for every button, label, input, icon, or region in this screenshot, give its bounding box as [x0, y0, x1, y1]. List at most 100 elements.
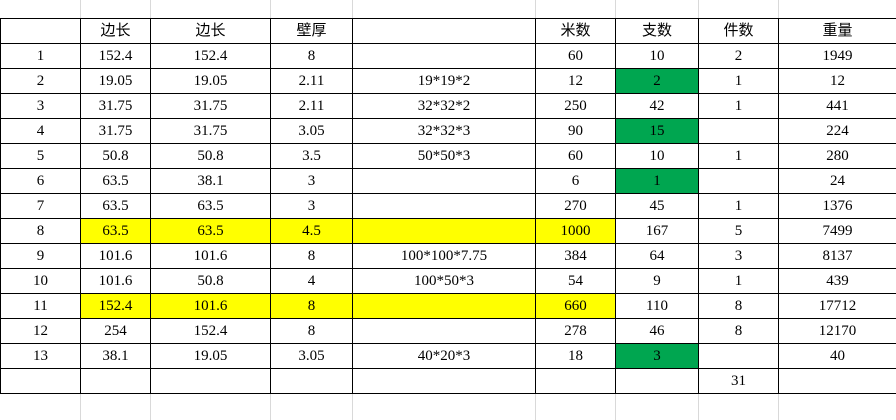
table-cell[interactable]: 1376 — [779, 194, 896, 219]
table-cell[interactable]: 60 — [536, 144, 616, 169]
row-index-cell[interactable]: 11 — [1, 294, 81, 319]
table-cell[interactable] — [353, 219, 536, 244]
table-cell[interactable]: 15 — [616, 119, 699, 144]
table-cell[interactable]: 9 — [616, 269, 699, 294]
table-cell[interactable]: 10 — [616, 44, 699, 69]
table-cell[interactable]: 101.6 — [81, 244, 151, 269]
table-cell[interactable]: 1 — [616, 169, 699, 194]
table-cell[interactable]: 101.6 — [151, 294, 271, 319]
table-cell[interactable]: 46 — [616, 319, 699, 344]
table-cell[interactable]: 1 — [699, 94, 779, 119]
table-cell[interactable]: 1 — [699, 69, 779, 94]
row-index-cell[interactable]: 4 — [1, 119, 81, 144]
table-cell[interactable]: 152.4 — [151, 44, 271, 69]
table-cell[interactable]: 8 — [271, 319, 353, 344]
column-header-blank-4[interactable] — [353, 19, 536, 44]
table-cell[interactable]: 40*20*3 — [353, 344, 536, 369]
table-cell[interactable]: 31.75 — [81, 119, 151, 144]
table-cell[interactable]: 8 — [271, 44, 353, 69]
column-header-3[interactable]: 壁厚 — [271, 19, 353, 44]
table-cell[interactable]: 45 — [616, 194, 699, 219]
row-index-cell[interactable]: 7 — [1, 194, 81, 219]
table-cell[interactable]: 64 — [616, 244, 699, 269]
table-cell[interactable]: 8 — [699, 319, 779, 344]
table-cell[interactable]: 63.5 — [81, 194, 151, 219]
table-cell[interactable]: 12 — [536, 69, 616, 94]
table-cell[interactable]: 3 — [271, 194, 353, 219]
column-header-6[interactable]: 支数 — [616, 19, 699, 44]
table-cell[interactable]: 2 — [616, 69, 699, 94]
table-cell[interactable]: 278 — [536, 319, 616, 344]
column-header-7[interactable]: 件数 — [699, 19, 779, 44]
table-cell[interactable]: 19*19*2 — [353, 69, 536, 94]
table-cell[interactable] — [81, 369, 151, 394]
table-cell[interactable]: 24 — [779, 169, 896, 194]
table-cell[interactable]: 31 — [699, 369, 779, 394]
column-header-8[interactable]: 重量 — [779, 19, 896, 44]
table-cell[interactable]: 10 — [616, 144, 699, 169]
table-cell[interactable]: 384 — [536, 244, 616, 269]
table-cell[interactable]: 3 — [699, 244, 779, 269]
table-cell[interactable] — [699, 119, 779, 144]
table-cell[interactable]: 90 — [536, 119, 616, 144]
table-cell[interactable]: 12 — [779, 69, 896, 94]
table-cell[interactable]: 167 — [616, 219, 699, 244]
table-cell[interactable]: 19.05 — [151, 344, 271, 369]
table-cell[interactable]: 42 — [616, 94, 699, 119]
table-cell[interactable]: 12170 — [779, 319, 896, 344]
table-cell[interactable] — [151, 369, 271, 394]
table-cell[interactable]: 2.11 — [271, 69, 353, 94]
table-cell[interactable]: 1 — [699, 269, 779, 294]
table-cell[interactable] — [779, 369, 896, 394]
table-cell[interactable]: 3.05 — [271, 344, 353, 369]
table-cell[interactable]: 441 — [779, 94, 896, 119]
table-cell[interactable]: 32*32*3 — [353, 119, 536, 144]
table-cell[interactable]: 224 — [779, 119, 896, 144]
table-cell[interactable]: 110 — [616, 294, 699, 319]
table-cell[interactable] — [353, 294, 536, 319]
table-cell[interactable]: 17712 — [779, 294, 896, 319]
table-cell[interactable]: 439 — [779, 269, 896, 294]
table-cell[interactable]: 280 — [779, 144, 896, 169]
table-row[interactable]: 31 — [1, 369, 896, 394]
column-header-1[interactable]: 边长 — [81, 19, 151, 44]
table-cell[interactable]: 63.5 — [81, 219, 151, 244]
table-cell[interactable]: 8137 — [779, 244, 896, 269]
table-cell[interactable]: 3.05 — [271, 119, 353, 144]
table-cell[interactable] — [353, 369, 536, 394]
table-cell[interactable] — [271, 369, 353, 394]
row-index-cell[interactable]: 12 — [1, 319, 81, 344]
row-index-cell[interactable]: 3 — [1, 94, 81, 119]
table-cell[interactable]: 32*32*2 — [353, 94, 536, 119]
table-cell[interactable]: 3 — [271, 169, 353, 194]
table-cell[interactable]: 63.5 — [81, 169, 151, 194]
row-index-cell[interactable]: 13 — [1, 344, 81, 369]
table-cell[interactable]: 19.05 — [81, 69, 151, 94]
table-cell[interactable]: 31.75 — [151, 119, 271, 144]
table-cell[interactable]: 1949 — [779, 44, 896, 69]
table-cell[interactable]: 1000 — [536, 219, 616, 244]
table-cell[interactable]: 5 — [699, 219, 779, 244]
row-index-cell[interactable]: 1 — [1, 44, 81, 69]
table-cell[interactable]: 270 — [536, 194, 616, 219]
table-cell[interactable]: 50.8 — [151, 269, 271, 294]
table-cell[interactable]: 100*100*7.75 — [353, 244, 536, 269]
table-cell[interactable]: 8 — [271, 244, 353, 269]
table-cell[interactable]: 31.75 — [151, 94, 271, 119]
row-index-cell[interactable]: 6 — [1, 169, 81, 194]
table-cell[interactable]: 19.05 — [151, 69, 271, 94]
table-cell[interactable]: 63.5 — [151, 194, 271, 219]
table-cell[interactable]: 152.4 — [81, 294, 151, 319]
row-index-cell[interactable]: 5 — [1, 144, 81, 169]
table-cell[interactable] — [353, 194, 536, 219]
